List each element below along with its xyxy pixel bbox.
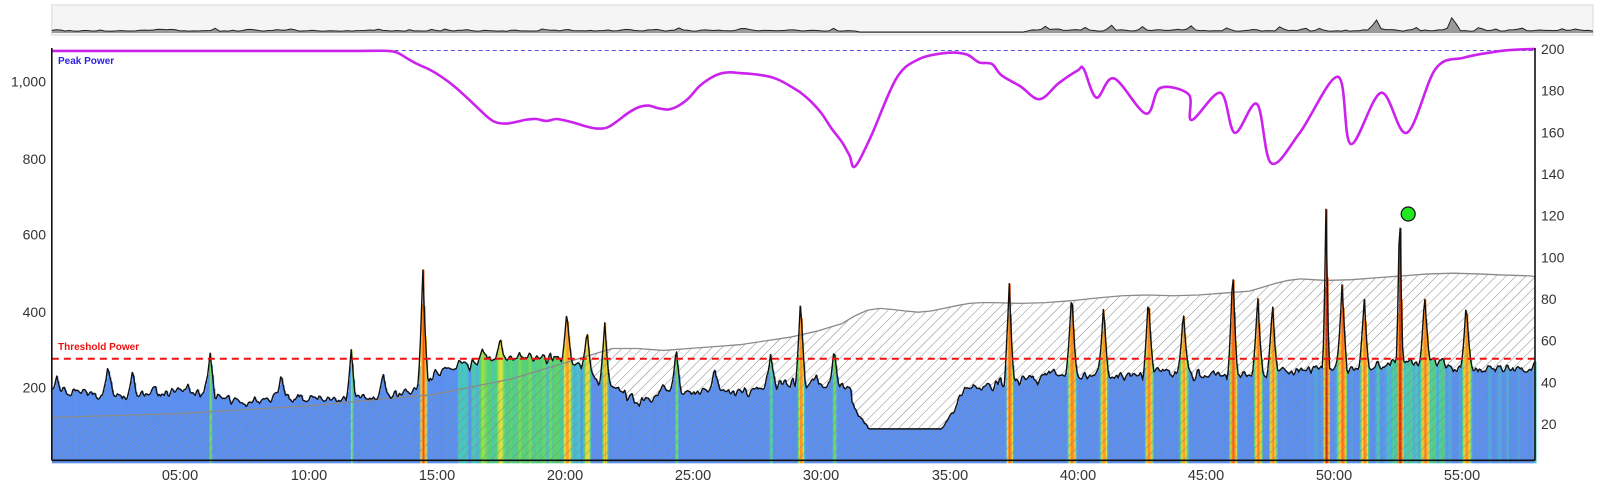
svg-text:60: 60 [1541,333,1557,349]
svg-text:25:00: 25:00 [675,468,711,484]
svg-text:30:00: 30:00 [803,468,839,484]
svg-text:20:00: 20:00 [547,468,583,484]
svg-text:100: 100 [1541,249,1565,265]
svg-text:800: 800 [23,151,47,167]
svg-text:Threshold Power: Threshold Power [58,342,139,353]
svg-text:20: 20 [1541,416,1557,432]
svg-text:05:00: 05:00 [162,468,198,484]
svg-text:120: 120 [1541,208,1565,224]
svg-text:180: 180 [1541,83,1565,99]
svg-text:400: 400 [23,304,47,320]
svg-text:35:00: 35:00 [932,468,968,484]
svg-text:15:00: 15:00 [419,468,455,484]
svg-text:40:00: 40:00 [1060,468,1096,484]
svg-text:160: 160 [1541,124,1565,140]
svg-text:200: 200 [1541,41,1565,57]
svg-text:80: 80 [1541,291,1557,307]
svg-text:55:00: 55:00 [1444,468,1480,484]
svg-text:45:00: 45:00 [1188,468,1224,484]
svg-text:10:00: 10:00 [291,468,327,484]
svg-text:Peak Power: Peak Power [58,56,114,67]
svg-text:1,000: 1,000 [11,74,46,90]
svg-text:140: 140 [1541,166,1565,182]
svg-text:40: 40 [1541,374,1557,390]
svg-text:50:00: 50:00 [1316,468,1352,484]
svg-text:200: 200 [23,380,47,396]
svg-text:600: 600 [23,227,47,243]
